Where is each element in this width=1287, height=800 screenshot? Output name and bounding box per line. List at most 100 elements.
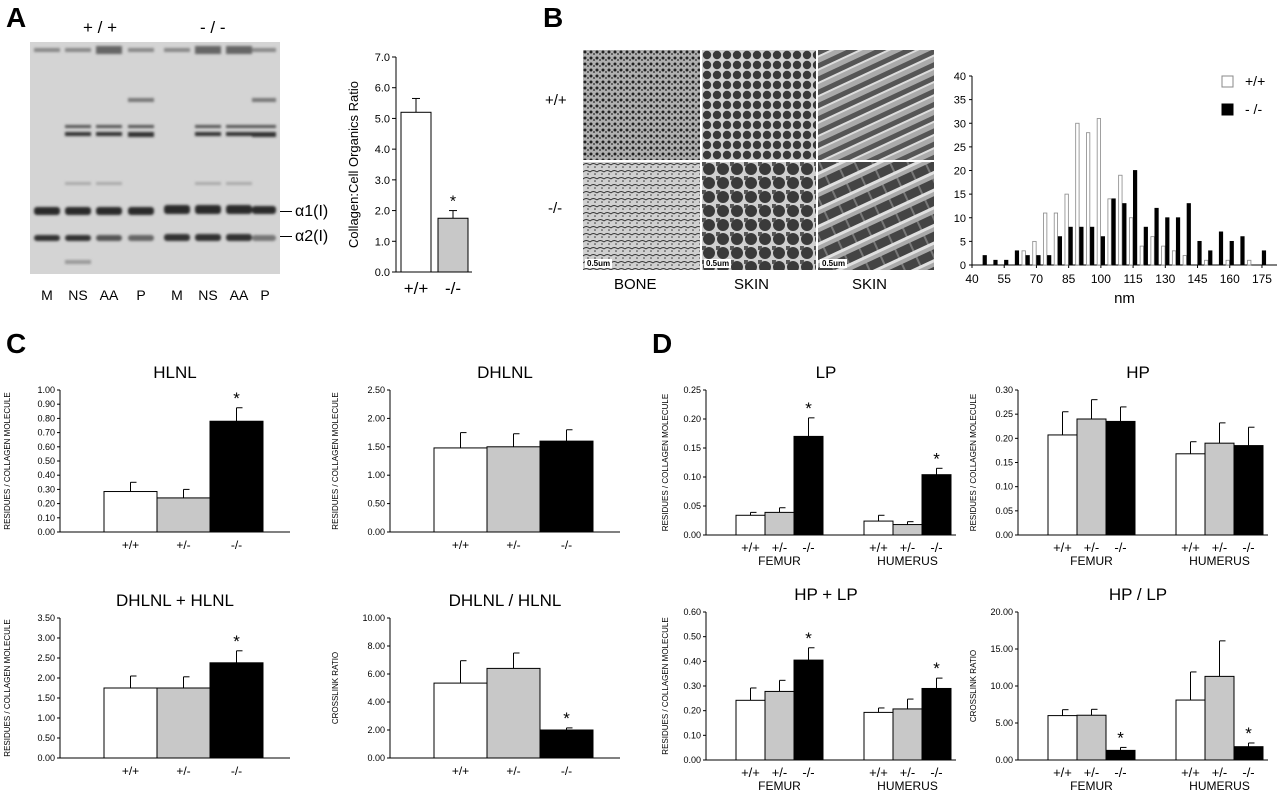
chart-bar <box>735 514 766 536</box>
panel-letter-d: D <box>652 328 673 359</box>
hist-bar <box>1053 212 1059 266</box>
chart-bar <box>103 491 158 533</box>
ratio-bar <box>400 111 432 273</box>
hist-y-tick-label: 25 <box>954 142 966 154</box>
chart-group-label: HUMERUS <box>1189 779 1250 793</box>
chart-bar <box>892 708 923 761</box>
chart-sig-marker: * <box>1117 728 1124 747</box>
chart-bar <box>1175 453 1206 536</box>
dhlnl-chart: DHLNL 0.00 0.50 1.00 1.50 2.00 2.50 RESIDUES / … <box>331 363 620 552</box>
chart-category-label: -/- <box>231 538 242 552</box>
gel-lane-label: P <box>260 287 270 303</box>
chart-category-label: -/- <box>561 764 572 778</box>
chart-category-label: -/- <box>1242 765 1254 780</box>
chart-y-tick-label: 0.30 <box>683 681 701 691</box>
chart-y-label: RESIDUES / COLLAGEN MOLECULE <box>661 617 670 754</box>
gel-band-label-a1: α1(I) <box>295 203 329 220</box>
chart-bar <box>209 420 264 533</box>
chart-y-tick-label: 0.00 <box>37 527 55 537</box>
hist-bar <box>1128 217 1134 266</box>
gel-band-tick-a2 <box>280 236 292 237</box>
hist-x-tick-label: 130 <box>1155 272 1175 286</box>
gel-lane-label: AA <box>99 287 119 303</box>
hist-bar <box>1075 122 1080 266</box>
lp-chart: LP 0.00 0.05 0.10 0.15 0.20 0.25 RESIDUES / COL… <box>661 363 956 568</box>
chart-bar <box>1076 714 1107 761</box>
chart-category-label: -/- <box>802 765 814 780</box>
gel-lane-label: AA <box>229 287 249 303</box>
hist-bar <box>1122 203 1127 266</box>
ratio-y-tick-label: 4.0 <box>375 144 390 156</box>
chart-group-label: HUMERUS <box>877 554 938 568</box>
chart-y-label: CROSSLINK RATIO <box>331 652 340 724</box>
chart-category-label: +/- <box>506 538 520 552</box>
chart-bar <box>863 520 894 536</box>
hist-bar <box>993 259 998 266</box>
hist-bar <box>1218 231 1224 266</box>
chart-category-label: +/+ <box>1181 765 1200 780</box>
gel-lane-label: NS <box>198 287 218 303</box>
em-skin-long-ko-image: 0.5um <box>818 162 934 270</box>
chart-title: HP <box>1126 363 1150 382</box>
hist-bar <box>982 255 987 266</box>
ratio-y-tick-label: 6.0 <box>375 83 390 95</box>
hist-bar <box>1086 132 1091 266</box>
chart-sig-marker: * <box>805 629 812 648</box>
chart-y-tick-label: 0.30 <box>995 385 1013 395</box>
chart-y-tick-label: 0.05 <box>995 506 1013 516</box>
chart-y-tick-label: 0.90 <box>37 399 55 409</box>
hp-over-lp-chart: HP / LP 0.00 5.00 10.00 15.00 20.00 CROSSLINK … <box>969 585 1268 793</box>
chart-title: HP + LP <box>794 585 857 604</box>
chart-y-tick-label: 1.50 <box>37 693 55 703</box>
chart-category-label: +/- <box>1084 540 1100 555</box>
hist-bar <box>1096 118 1101 266</box>
chart-category-label: -/- <box>231 764 242 778</box>
ratio-bar <box>437 217 469 273</box>
chart-category-label: +/- <box>900 765 916 780</box>
chart-bar <box>1076 418 1107 536</box>
hist-x-tick-label: 160 <box>1220 272 1240 286</box>
hist-bar <box>1139 245 1144 266</box>
ratio-sig-marker: * <box>450 194 456 211</box>
chart-bar <box>892 524 923 536</box>
hist-bar <box>1107 198 1112 266</box>
chart-title: DHLNL / HLNL <box>449 591 562 610</box>
em-row-label-ko: -/- <box>548 200 563 217</box>
dhlnl-over-hlnl-chart: DHLNL / HLNL 0.00 2.00 4.00 6.00 8.00 10.00 CRO… <box>331 591 620 778</box>
chart-y-tick-label: 0.00 <box>683 755 701 765</box>
hist-y-tick-label: 20 <box>954 166 966 178</box>
chart-sig-marker: * <box>1245 724 1252 743</box>
chart-title: DHLNL <box>477 363 533 382</box>
chart-category-label: +/- <box>176 764 190 778</box>
chart-y-tick-label: 0.50 <box>37 456 55 466</box>
chart-title: HLNL <box>153 363 196 382</box>
chart-bar <box>209 662 264 759</box>
chart-y-tick-label: 0.10 <box>37 513 55 523</box>
chart-title: DHLNL + HLNL <box>116 591 234 610</box>
chart-category-label: +/- <box>1212 765 1228 780</box>
chart-title: HP / LP <box>1109 585 1167 604</box>
chart-y-tick-label: 0.00 <box>367 753 385 763</box>
hist-bar <box>1229 240 1234 266</box>
em-column-skin-2: SKIN <box>852 276 888 293</box>
hist-bar <box>1154 207 1159 266</box>
chart-bar <box>1047 715 1078 761</box>
dhlnl-plus-hlnl-chart: DHLNL + HLNL 0.00 0.50 1.00 1.50 2.00 2.50 3.00… <box>3 591 290 778</box>
chart-y-tick-label: 0.25 <box>995 409 1013 419</box>
em-column-skin: SKIN <box>734 276 770 293</box>
chart-bar <box>156 687 211 759</box>
chart-category-label: -/- <box>1114 540 1126 555</box>
hist-bar <box>1186 203 1191 266</box>
chart-bar <box>1204 675 1235 761</box>
chart-y-tick-label: 0.10 <box>683 730 701 740</box>
hist-bar <box>1132 170 1138 266</box>
hist-x-tick-label: 55 <box>998 272 1012 286</box>
hist-y-tick-label: 5 <box>960 236 966 248</box>
chart-category-label: +/+ <box>122 538 139 552</box>
chart-y-label: RESIDUES / COLLAGEN MOLECULE <box>969 394 978 531</box>
chart-category-label: +/+ <box>1181 540 1200 555</box>
chart-y-tick-label: 0.50 <box>367 499 385 509</box>
ratio-y-tick-label: 2.0 <box>375 206 390 218</box>
hist-y-tick-label: 0 <box>960 260 966 272</box>
hp-plus-lp-chart: HP + LP 0.00 0.10 0.20 0.30 0.40 0.50 0.60 RESID… <box>661 585 956 793</box>
